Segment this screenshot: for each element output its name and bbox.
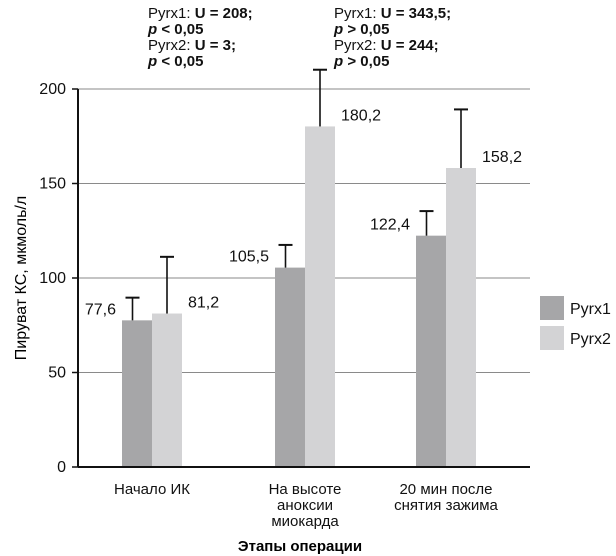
bars: 77,6 105,5 122,4 81,2 180,2 158,2 bbox=[85, 68, 522, 467]
y-tick-label: 100 bbox=[39, 270, 66, 287]
annotation-line: Pyrx2: U = 3; bbox=[148, 37, 236, 54]
annotation-line: Pyrx1: U = 208; bbox=[148, 5, 253, 22]
legend-swatch-pyrx2 bbox=[540, 326, 564, 350]
bar-pyrx1 bbox=[122, 320, 152, 467]
y-tick-labels: 0 50 100 150 200 bbox=[39, 81, 66, 476]
legend-label: Pyrx1 bbox=[570, 301, 611, 318]
annotation-line: Pyrx1: U = 343,5; bbox=[334, 5, 452, 22]
y-tick-label: 50 bbox=[48, 365, 66, 382]
x-tick-label: Начало ИК bbox=[114, 481, 190, 498]
bar-pyrx1 bbox=[275, 267, 305, 467]
x-axis-label: Этапы операции bbox=[238, 538, 362, 555]
annotation-line: p > 0,05 bbox=[334, 53, 390, 70]
x-tick-label: На высоте bbox=[269, 481, 342, 498]
data-label: 158,2 bbox=[482, 149, 522, 166]
annotation-group-1: Pyrx1: U = 208; p < 0,05 Pyrx2: U = 3; p… bbox=[148, 6, 253, 70]
annotation-line: p > 0,05 bbox=[334, 21, 390, 38]
legend-label: Pyrx2 bbox=[570, 331, 611, 348]
legend-swatch-pyrx1 bbox=[540, 296, 564, 320]
data-label: 77,6 bbox=[85, 301, 116, 318]
annotation-line: p < 0,05 bbox=[148, 21, 204, 38]
x-tick-label: миокарда bbox=[271, 513, 339, 530]
x-tick-label: снятия зажима bbox=[394, 497, 498, 514]
data-label: 81,2 bbox=[188, 295, 219, 312]
y-tick-label: 150 bbox=[39, 176, 66, 193]
bar-pyrx2 bbox=[152, 313, 182, 467]
annotation-group-2: Pyrx1: U = 343,5; p > 0,05 Pyrx2: U = 24… bbox=[334, 6, 451, 70]
annotation-line: p < 0,05 bbox=[148, 53, 204, 70]
x-tick-label: 20 мин после bbox=[399, 481, 492, 498]
y-axis-label: Пируват КС, мкмоль/л bbox=[13, 196, 30, 360]
legend: Pyrx1 Pyrx2 bbox=[540, 296, 611, 350]
bar-pyrx1 bbox=[416, 235, 446, 467]
bar-pyrx2 bbox=[446, 168, 476, 467]
y-tick-label: 0 bbox=[57, 459, 66, 476]
y-tick-label: 200 bbox=[39, 81, 66, 98]
axes bbox=[72, 88, 530, 468]
bar-pyrx2 bbox=[305, 126, 335, 467]
annotation-line: Pyrx2: U = 244; bbox=[334, 37, 439, 54]
data-label: 180,2 bbox=[341, 107, 381, 124]
data-label: 122,4 bbox=[370, 217, 410, 234]
data-label: 105,5 bbox=[229, 249, 269, 266]
x-tick-label: аноксии bbox=[277, 497, 333, 514]
